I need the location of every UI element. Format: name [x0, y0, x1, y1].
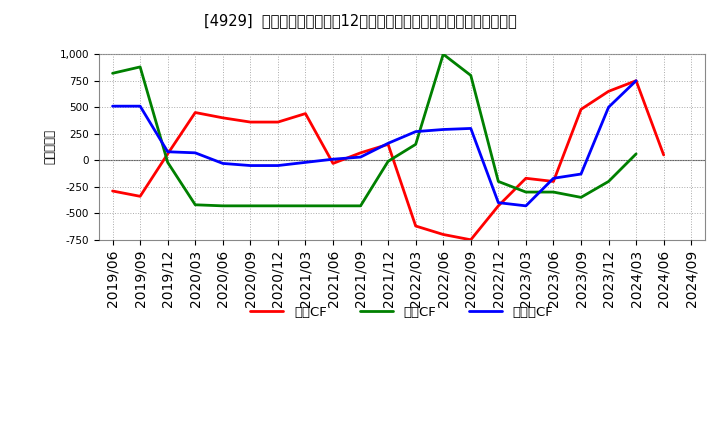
投資CF: [631, 151, 640, 157]
フリーCF: [577, 172, 585, 177]
営業CF: [577, 107, 585, 112]
フリーCF: [549, 176, 558, 181]
投資CF: [467, 73, 475, 78]
投資CF: [577, 195, 585, 200]
投資CF: [163, 160, 172, 165]
フリーCF: [246, 163, 255, 168]
投資CF: [218, 203, 227, 209]
フリーCF: [218, 161, 227, 166]
フリーCF: [329, 157, 338, 162]
営業CF: [631, 78, 640, 83]
Text: [4929]  キャッシュフローの12か月移動合計の対前年同期増減額の推移: [4929] キャッシュフローの12か月移動合計の対前年同期増減額の推移: [204, 13, 516, 28]
投資CF: [329, 203, 338, 209]
投資CF: [549, 190, 558, 195]
営業CF: [384, 142, 392, 147]
投資CF: [274, 203, 282, 209]
営業CF: [494, 203, 503, 209]
営業CF: [411, 224, 420, 229]
フリーCF: [411, 129, 420, 134]
フリーCF: [191, 150, 199, 155]
フリーCF: [439, 127, 448, 132]
投資CF: [604, 179, 613, 184]
営業CF: [274, 119, 282, 125]
営業CF: [604, 89, 613, 94]
営業CF: [467, 237, 475, 242]
Line: フリーCF: フリーCF: [112, 81, 636, 206]
投資CF: [384, 159, 392, 164]
営業CF: [521, 176, 530, 181]
営業CF: [108, 188, 117, 194]
フリーCF: [521, 203, 530, 209]
投資CF: [356, 203, 365, 209]
営業CF: [549, 179, 558, 184]
投資CF: [191, 202, 199, 207]
フリーCF: [274, 163, 282, 168]
投資CF: [439, 51, 448, 57]
フリーCF: [467, 126, 475, 131]
Line: 投資CF: 投資CF: [112, 54, 636, 206]
フリーCF: [301, 160, 310, 165]
営業CF: [329, 161, 338, 166]
フリーCF: [631, 78, 640, 83]
投資CF: [301, 203, 310, 209]
フリーCF: [163, 149, 172, 154]
フリーCF: [356, 154, 365, 160]
Y-axis label: （百万円）: （百万円）: [44, 129, 57, 165]
フリーCF: [384, 141, 392, 146]
営業CF: [356, 150, 365, 155]
Line: 営業CF: 営業CF: [112, 81, 664, 240]
フリーCF: [136, 103, 145, 109]
投資CF: [494, 179, 503, 184]
投資CF: [108, 71, 117, 76]
営業CF: [246, 119, 255, 125]
投資CF: [521, 190, 530, 195]
営業CF: [136, 194, 145, 199]
フリーCF: [494, 200, 503, 205]
営業CF: [163, 151, 172, 157]
投資CF: [411, 142, 420, 147]
営業CF: [660, 152, 668, 158]
投資CF: [136, 64, 145, 70]
Legend: 営業CF, 投資CF, フリーCF: 営業CF, 投資CF, フリーCF: [251, 306, 554, 319]
フリーCF: [604, 105, 613, 110]
営業CF: [218, 115, 227, 121]
営業CF: [301, 111, 310, 116]
営業CF: [439, 232, 448, 237]
営業CF: [191, 110, 199, 115]
フリーCF: [108, 103, 117, 109]
投資CF: [246, 203, 255, 209]
